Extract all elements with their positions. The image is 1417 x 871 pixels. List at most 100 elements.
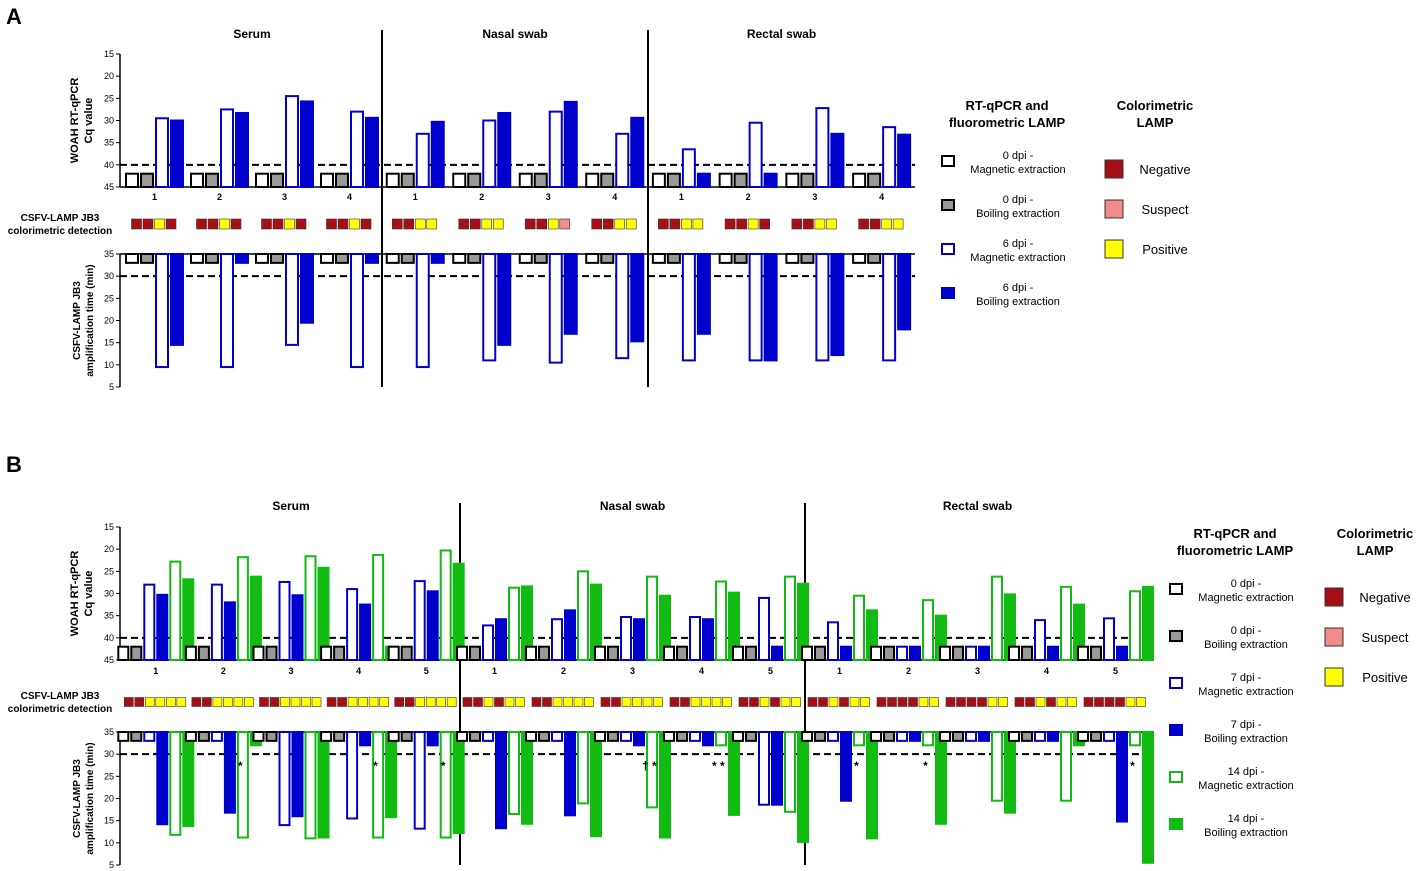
panel-a-colorimetric-square bbox=[826, 218, 837, 230]
panel-b-amp-bar bbox=[801, 731, 813, 742]
panel-b-amp-bar bbox=[728, 731, 740, 816]
panel-a-amp-bar bbox=[320, 253, 334, 264]
panel-a-amp-bar bbox=[630, 253, 645, 343]
panel-b-cq-bar bbox=[426, 590, 439, 661]
panel-b-legend-label: 0 dpi - bbox=[1231, 578, 1262, 590]
panel-a-cq-tick-label: 40 bbox=[104, 160, 114, 170]
panel-a-colorimetric-square bbox=[814, 218, 826, 230]
panel-a-colorimetric-square bbox=[892, 218, 904, 230]
panel-b-colorimetric-square bbox=[259, 697, 269, 707]
panel-b-cq-bar bbox=[439, 549, 452, 661]
panel-a-amp-tick-label: 5 bbox=[109, 382, 114, 392]
panel-b-amp-bar bbox=[659, 731, 671, 839]
panel-a-colorimetric-square bbox=[272, 218, 284, 230]
panel-b-cq-bar bbox=[676, 645, 688, 662]
panel-b-amp-bar bbox=[413, 731, 426, 830]
panel-b-amp-tick-label: 5 bbox=[109, 860, 114, 870]
panel-b-colorimetric-square bbox=[653, 697, 663, 707]
panel-b-animal-label: 5 bbox=[1113, 666, 1118, 676]
panel-a-colorimetric-legend-title: Colorimetric bbox=[1117, 98, 1194, 113]
panel-a-colorimetric-square bbox=[403, 218, 415, 230]
panel-b-colorimetric-square bbox=[1067, 697, 1077, 707]
panel-b-amp-bar bbox=[909, 731, 921, 742]
panel-b-legend-swatch bbox=[1169, 677, 1183, 689]
panel-a-colorimetric-square bbox=[492, 218, 504, 230]
panel-b-cq-tick-label: 15 bbox=[104, 522, 114, 532]
panel-b-cq-bar bbox=[732, 645, 744, 662]
panel-b-amp-bar bbox=[346, 731, 359, 820]
panel-b-cq-tick-label: 30 bbox=[104, 589, 114, 599]
panel-b-amp-bar bbox=[797, 731, 809, 843]
panel-a-legend-swatch bbox=[941, 155, 955, 167]
panel-b-amp-bar bbox=[184, 731, 197, 742]
panel-b-colorimetric-square bbox=[956, 697, 966, 707]
panel-b-colorimetric-square bbox=[780, 697, 791, 707]
panel-a-animal-label: 2 bbox=[479, 192, 484, 202]
panel-b-colorimetric-square bbox=[966, 697, 977, 707]
panel-b-amp-bar bbox=[426, 731, 439, 747]
panel-b-amp-bar bbox=[663, 731, 675, 742]
panel-b-animal-label: 3 bbox=[630, 666, 635, 676]
panel-a-cq-tick-label: 20 bbox=[104, 71, 114, 81]
panel-a-cq-tick-label: 15 bbox=[104, 49, 114, 59]
panel-a-animal-label: 1 bbox=[679, 192, 684, 202]
panel-b-cq-bar bbox=[1103, 617, 1115, 661]
panel-b-amp-tick-label: 15 bbox=[104, 816, 114, 826]
panel-a-amp-bar bbox=[696, 253, 711, 335]
panel-b-amp-bar bbox=[1142, 731, 1154, 864]
panel-b-significance-mark: * bbox=[441, 759, 446, 773]
panel-b-amp-bar bbox=[1103, 731, 1115, 742]
panel-a-letter: A bbox=[6, 4, 22, 29]
panel-b-cq-bar bbox=[265, 645, 278, 662]
panel-a-amp-bar bbox=[385, 253, 400, 264]
panel-a-group-title: Rectal swab bbox=[747, 27, 816, 41]
panel-b-cq-bar bbox=[991, 575, 1003, 661]
panel-b-cq-bar bbox=[814, 645, 826, 662]
panel-a-amp-bar bbox=[220, 253, 234, 369]
panel-b-colorimetric-square bbox=[155, 697, 166, 707]
panel-b-colorimetric-square bbox=[563, 697, 573, 707]
panel-a-animal-label: 2 bbox=[746, 192, 751, 202]
panel-b-amp-bar bbox=[1077, 731, 1089, 742]
panel-a-animal-label: 3 bbox=[546, 192, 551, 202]
panel-a-cq-axis-label: WOAH RT-qPCR bbox=[69, 78, 81, 164]
panel-b-amp-bar bbox=[952, 731, 964, 742]
panel-a-amp-bar bbox=[763, 253, 778, 362]
panel-b-colorimetric-square bbox=[446, 697, 457, 707]
panel-b-cq-bar bbox=[320, 645, 333, 662]
panel-b-amp-bar bbox=[991, 731, 1003, 802]
panel-b-amp-bar bbox=[1116, 731, 1128, 823]
panel-b-colorimetric-legend-label: Negative bbox=[1359, 590, 1410, 605]
panel-b-colorimetric-square bbox=[897, 697, 908, 707]
panel-a-legend-label: 0 dpi - bbox=[1003, 150, 1034, 162]
panel-a-colorimetric-square bbox=[142, 218, 154, 230]
panel-a-colorimetric-square bbox=[196, 218, 207, 230]
panel-a-colorimetric-square bbox=[458, 218, 470, 230]
panel-a-cq-bar bbox=[125, 172, 139, 188]
panel-a-cq-bar bbox=[170, 119, 184, 188]
panel-b-animal-label: 5 bbox=[424, 666, 429, 676]
panel-b-colorimetric-square bbox=[280, 697, 290, 707]
panel-b-significance-mark: * * bbox=[712, 759, 725, 773]
panel-a-amp-axis-label: amplification time (min) bbox=[85, 264, 96, 376]
panel-b-amp-bar bbox=[607, 731, 619, 742]
panel-a-cq-bar bbox=[585, 172, 600, 188]
panel-b-amp-tick-label: 35 bbox=[104, 727, 114, 737]
panel-a-cq-bar bbox=[467, 172, 482, 188]
panel-b-amp-bar bbox=[482, 731, 494, 742]
panel-b-amp-bar bbox=[771, 731, 783, 806]
panel-a-cq-bar bbox=[350, 110, 364, 188]
panel-a-amp-bar bbox=[651, 253, 666, 264]
panel-b-cq-bar bbox=[156, 593, 169, 662]
panel-a-colorimetric-square bbox=[131, 218, 142, 230]
panel-a-cq-bar bbox=[600, 172, 615, 188]
panel-b-colorimetric-square bbox=[191, 697, 202, 707]
panel-a-colorimetric-square bbox=[391, 218, 403, 230]
panel-b-cq-bar bbox=[853, 594, 865, 662]
panel-a-colorimetric-square bbox=[724, 218, 736, 230]
panel-b-amp-bar bbox=[577, 731, 589, 805]
panel-b-cq-bar bbox=[896, 645, 908, 662]
panel-b-cq-bar bbox=[130, 645, 143, 662]
panel-b-amp-bar bbox=[732, 731, 744, 742]
panel-a-colorimetric-legend-title: LAMP bbox=[1137, 115, 1174, 130]
